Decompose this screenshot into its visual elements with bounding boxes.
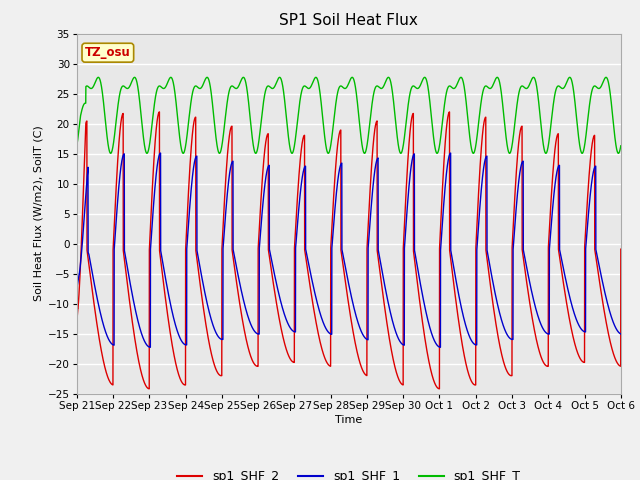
sp1_SHF_2 bbox=[171, 356, 179, 361]
sp1_SHF_2 bbox=[329, 214, 337, 219]
Y-axis label: Soil Heat Flux (W/m2), SoilT (C): Soil Heat Flux (W/m2), SoilT (C) bbox=[34, 126, 44, 301]
sp1_SHF_1 bbox=[616, 331, 624, 336]
sp1_SHF_T bbox=[502, 130, 509, 135]
sp1_SHF_2 bbox=[441, 147, 449, 153]
sp1_SHF_2 bbox=[502, 365, 509, 371]
Line: sp1_SHF_T: sp1_SHF_T bbox=[77, 77, 621, 153]
sp1_SHF_1 bbox=[147, 344, 154, 350]
sp1_SHF_1 bbox=[157, 150, 164, 156]
sp1_SHF_2 bbox=[617, 246, 625, 252]
sp1_SHF_1 bbox=[171, 320, 179, 325]
sp1_SHF_T bbox=[616, 145, 624, 151]
sp1_SHF_T bbox=[171, 87, 179, 93]
sp1_SHF_1 bbox=[73, 286, 81, 291]
sp1_SHF_2 bbox=[156, 109, 163, 115]
Text: TZ_osu: TZ_osu bbox=[85, 46, 131, 59]
sp1_SHF_T bbox=[579, 150, 586, 156]
sp1_SHF_1 bbox=[617, 331, 625, 337]
sp1_SHF_T bbox=[617, 143, 625, 149]
sp1_SHF_T bbox=[471, 148, 479, 154]
sp1_SHF_T bbox=[73, 143, 81, 149]
X-axis label: Time: Time bbox=[335, 415, 362, 425]
sp1_SHF_1 bbox=[502, 329, 509, 335]
sp1_SHF_2 bbox=[436, 386, 444, 392]
Legend: sp1_SHF_2, sp1_SHF_1, sp1_SHF_T: sp1_SHF_2, sp1_SHF_1, sp1_SHF_T bbox=[172, 465, 525, 480]
sp1_SHF_2 bbox=[471, 382, 479, 388]
sp1_SHF_T bbox=[457, 74, 465, 80]
Line: sp1_SHF_1: sp1_SHF_1 bbox=[77, 153, 621, 347]
sp1_SHF_T bbox=[440, 102, 448, 108]
Line: sp1_SHF_2: sp1_SHF_2 bbox=[77, 112, 621, 389]
sp1_SHF_2 bbox=[616, 363, 624, 369]
sp1_SHF_T bbox=[328, 131, 336, 136]
Title: SP1 Soil Heat Flux: SP1 Soil Heat Flux bbox=[280, 13, 418, 28]
sp1_SHF_1 bbox=[471, 342, 479, 348]
sp1_SHF_1 bbox=[329, 235, 337, 241]
sp1_SHF_1 bbox=[441, 189, 449, 195]
sp1_SHF_2 bbox=[73, 319, 81, 324]
